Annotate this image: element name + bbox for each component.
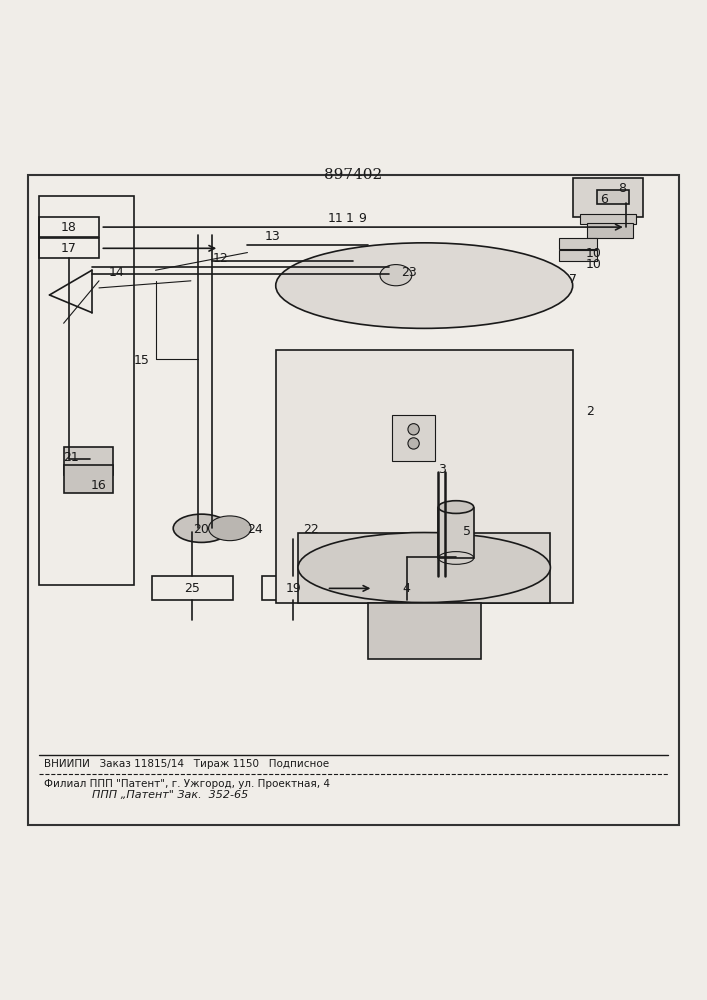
Circle shape bbox=[408, 424, 419, 435]
Text: 16: 16 bbox=[91, 479, 107, 492]
Text: 2: 2 bbox=[586, 405, 595, 418]
Text: 24: 24 bbox=[247, 523, 262, 536]
Text: 14: 14 bbox=[109, 266, 124, 279]
Bar bbox=[152, 576, 233, 600]
Ellipse shape bbox=[209, 516, 251, 541]
Text: 11: 11 bbox=[328, 212, 344, 225]
Text: 22: 22 bbox=[303, 523, 319, 536]
Text: 13: 13 bbox=[264, 230, 280, 243]
Text: ВНИИПИ   Заказ 11815/14   Тираж 1150   Подписное: ВНИИПИ Заказ 11815/14 Тираж 1150 Подписн… bbox=[44, 759, 329, 769]
Text: 3: 3 bbox=[438, 463, 446, 476]
Bar bbox=[262, 576, 325, 600]
Text: 15: 15 bbox=[134, 354, 149, 367]
Text: 21: 21 bbox=[63, 451, 78, 464]
Text: 19: 19 bbox=[286, 582, 301, 595]
Bar bbox=[298, 533, 550, 603]
Text: 1: 1 bbox=[346, 212, 354, 225]
Text: 10: 10 bbox=[586, 258, 602, 271]
Bar bbox=[375, 576, 438, 600]
Text: 12: 12 bbox=[213, 252, 228, 265]
Ellipse shape bbox=[380, 265, 411, 286]
Text: 7: 7 bbox=[568, 273, 577, 286]
Text: Филиал ППП "Патент", г. Ужгород, ул. Проектная, 4: Филиал ППП "Патент", г. Ужгород, ул. Про… bbox=[44, 779, 330, 789]
Text: 20: 20 bbox=[194, 523, 209, 536]
Text: 18: 18 bbox=[61, 221, 76, 234]
Ellipse shape bbox=[438, 501, 474, 513]
Bar bbox=[64, 465, 113, 493]
Text: 8: 8 bbox=[618, 182, 626, 195]
Ellipse shape bbox=[276, 243, 573, 328]
Bar bbox=[368, 603, 481, 659]
Text: 5: 5 bbox=[462, 525, 471, 538]
Bar bbox=[597, 190, 629, 204]
Bar bbox=[276, 350, 573, 603]
Bar bbox=[392, 415, 435, 461]
Text: 9: 9 bbox=[358, 212, 366, 225]
Text: 10: 10 bbox=[586, 247, 602, 260]
Bar bbox=[438, 508, 474, 558]
Bar bbox=[559, 250, 597, 261]
Bar bbox=[573, 178, 643, 217]
Text: 4: 4 bbox=[402, 582, 411, 595]
Bar bbox=[39, 217, 99, 237]
Ellipse shape bbox=[173, 514, 230, 542]
Text: 17: 17 bbox=[61, 242, 76, 255]
Text: 23: 23 bbox=[401, 266, 416, 279]
Bar bbox=[587, 223, 633, 238]
Bar bbox=[64, 447, 113, 475]
Text: ППП „Патент" Зак.  352-65: ППП „Патент" Зак. 352-65 bbox=[92, 790, 248, 800]
Ellipse shape bbox=[298, 533, 550, 603]
Circle shape bbox=[408, 438, 419, 449]
Text: 25: 25 bbox=[185, 582, 200, 595]
Text: 897402: 897402 bbox=[325, 168, 382, 182]
Bar bbox=[580, 214, 636, 224]
Text: 6: 6 bbox=[600, 193, 609, 206]
Bar bbox=[39, 196, 134, 585]
Bar bbox=[559, 238, 597, 249]
Bar bbox=[39, 238, 99, 258]
